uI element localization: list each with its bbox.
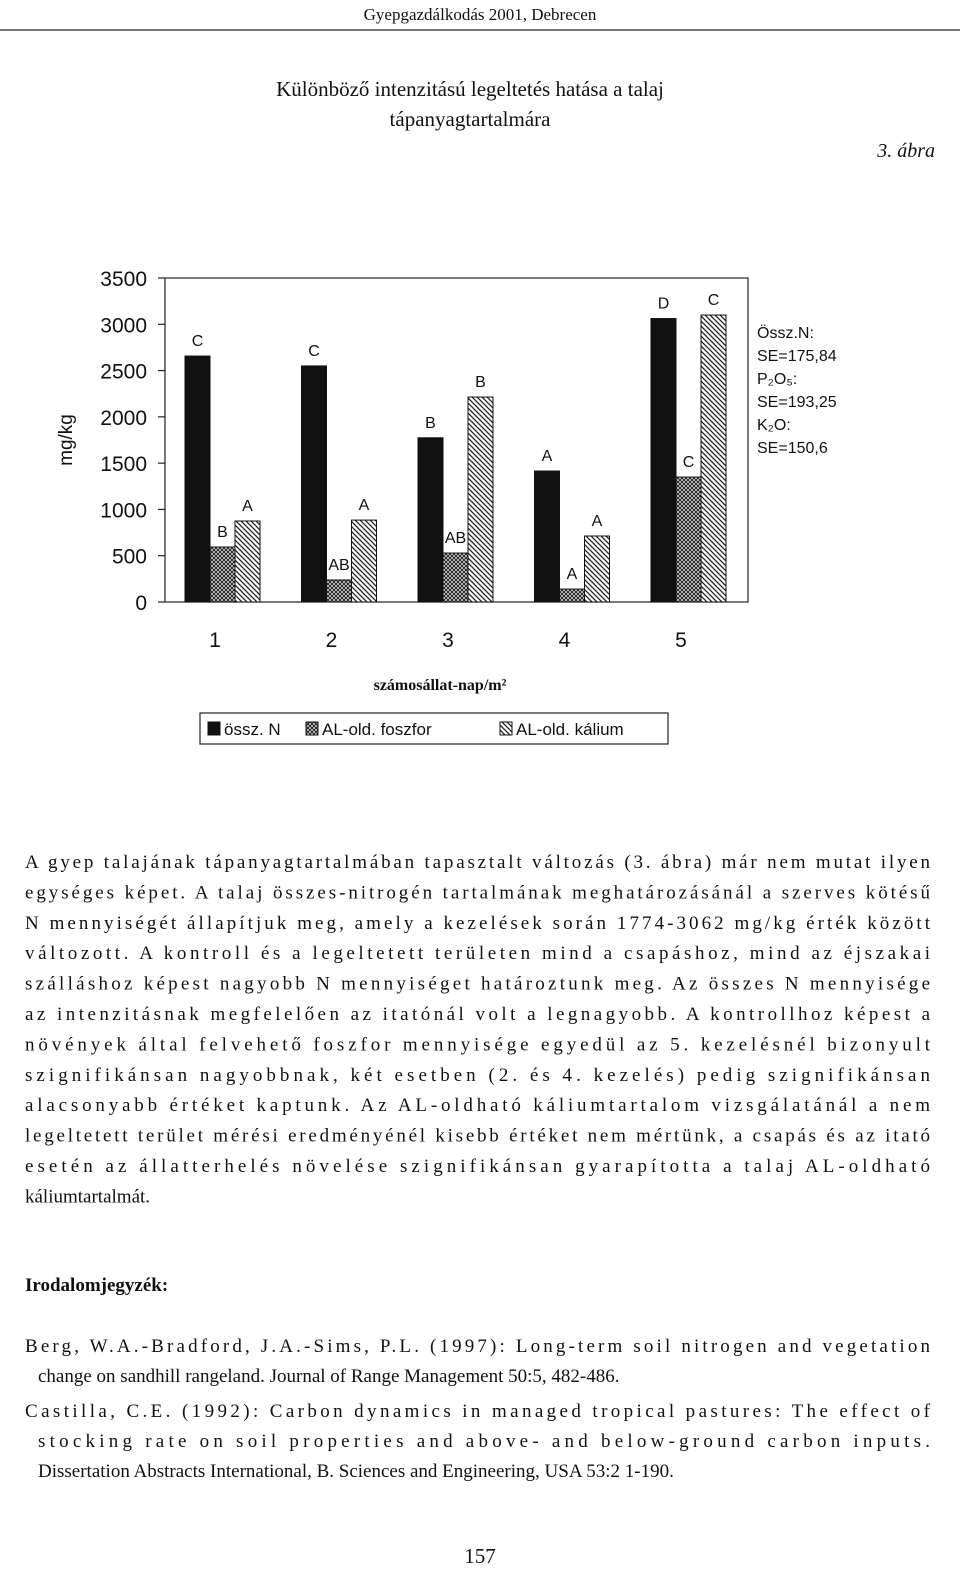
significance-letter: B <box>217 524 228 541</box>
significance-letter: C <box>192 333 204 350</box>
legend-label: AL-old. kálium <box>516 720 624 739</box>
x-tick-label: 3 <box>442 629 454 652</box>
bar <box>417 437 444 603</box>
bar <box>301 365 327 603</box>
y-tick-label: 1000 <box>100 499 147 522</box>
references-heading: Irodalomjegyzék: <box>25 1275 168 1296</box>
bar <box>234 520 261 603</box>
figure-title: tápanyagtartalmára <box>390 107 552 131</box>
bar <box>534 470 560 603</box>
body-line: szálláshoz képest nagyobb N mennyiséget … <box>25 974 930 995</box>
page-number: 157 <box>464 1544 496 1568</box>
body-line: az intenzitásnak megfelelően az itatónál… <box>25 1004 931 1025</box>
reference-line: Dissertation Abstracts International, B.… <box>38 1461 674 1482</box>
bar <box>184 355 211 603</box>
bar <box>467 396 494 603</box>
significance-letter: C <box>683 454 695 471</box>
y-axis-label: mg/kg <box>56 414 77 466</box>
y-tick-label: 3000 <box>100 314 147 337</box>
x-tick-label: 5 <box>675 629 687 652</box>
figure-number: 3. ábra <box>876 140 935 162</box>
body-line: legeltetett terület mérési eredményénél … <box>25 1126 930 1147</box>
x-axis-label: számosállat-nap/m² <box>374 677 507 694</box>
significance-letter: B <box>425 415 436 432</box>
bar <box>442 552 469 603</box>
annotation: SE=193,25 <box>757 394 837 411</box>
significance-letter: A <box>567 566 578 583</box>
legend-swatch <box>499 721 513 736</box>
x-tick-label: 2 <box>326 629 338 652</box>
annotation: SE=175,84 <box>757 348 837 365</box>
y-tick-label: 1500 <box>100 453 147 476</box>
y-tick-label: 2500 <box>100 361 147 384</box>
significance-letter: C <box>708 292 720 309</box>
reference-line: Berg, W.A.-Bradford, J.A.-Sims, P.L. (19… <box>25 1336 931 1357</box>
bar <box>584 535 610 603</box>
body-line: szignifikánsan nagyobbnak, két esetben (… <box>25 1065 931 1086</box>
body-line: káliumtartalmát. <box>25 1186 150 1207</box>
legend-label: össz. N <box>224 720 281 739</box>
figure-title: Különböző intenzitású legeltetés hatása … <box>276 77 664 101</box>
significance-letter: AB <box>328 557 349 574</box>
bar <box>559 588 585 603</box>
body-line: változott. A kontroll és a legeltetett t… <box>25 943 930 964</box>
reference-line: stocking rate on soil properties and abo… <box>38 1431 930 1452</box>
significance-letter: A <box>242 498 253 515</box>
reference-line: change on sandhill rangeland. Journal of… <box>38 1366 619 1387</box>
legend-box <box>199 712 669 745</box>
annotation: K₂O: <box>757 417 791 434</box>
y-tick-label: 3500 <box>100 268 147 291</box>
annotation: Össz.N: <box>757 324 814 342</box>
y-tick-label: 500 <box>112 546 147 569</box>
bar <box>326 579 352 603</box>
significance-letter: D <box>658 296 670 313</box>
significance-letter: A <box>592 513 603 530</box>
significance-letter: C <box>308 343 320 360</box>
reference-line: Castilla, C.E. (1992): Carbon dynamics i… <box>25 1401 931 1422</box>
annotation: P₂O₅: <box>757 371 797 388</box>
significance-letter: A <box>359 497 370 514</box>
bar <box>650 318 677 603</box>
annotation: SE=150,6 <box>757 440 828 457</box>
bar <box>700 314 727 603</box>
bar <box>209 546 236 603</box>
y-tick-label: 2000 <box>100 407 147 430</box>
body-line: egységes képet. A talaj összes-nitrogén … <box>25 882 931 903</box>
y-tick-label: 0 <box>135 592 147 615</box>
running-header: Gyepgazdálkodás 2001, Debrecen <box>364 5 597 24</box>
bar <box>675 476 702 603</box>
body-line: N mennyiségét állapítjuk meg, amely a ke… <box>25 913 931 934</box>
body-line: növények által felvehető foszfor mennyis… <box>25 1034 931 1055</box>
legend-swatch <box>305 721 319 736</box>
x-tick-label: 4 <box>559 629 571 652</box>
bar <box>351 519 377 603</box>
legend-swatch <box>207 721 221 736</box>
significance-letter: B <box>475 374 486 391</box>
legend-label: AL-old. foszfor <box>322 720 432 739</box>
significance-letter: A <box>542 448 553 465</box>
body-line: A gyep talajának tápanyagtartalmában tap… <box>25 852 931 873</box>
x-tick-label: 1 <box>209 629 221 652</box>
body-line: esetén az állatterhelés növelése szignif… <box>25 1156 930 1177</box>
significance-letter: AB <box>445 530 466 547</box>
body-line: alacsonyabb értéket kaptunk. Az AL-oldha… <box>25 1095 930 1116</box>
